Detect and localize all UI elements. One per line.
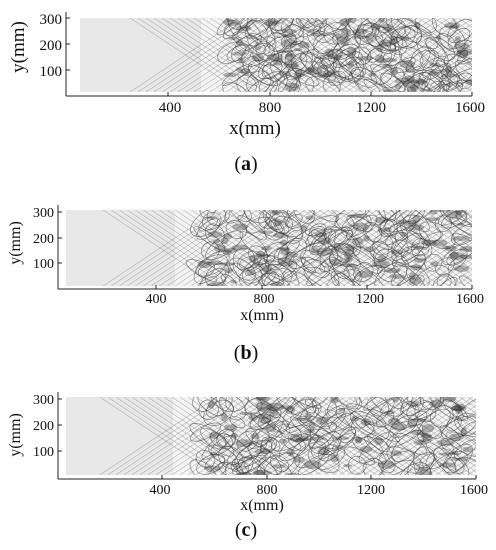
y-axis-label: y(mm) [7, 221, 24, 265]
x-tick-label: 1200 [356, 292, 384, 307]
panel-a: 300 200 100 400 800 1200 1600 x(mm) y(mm… [8, 12, 485, 175]
caption-letter: a [241, 153, 251, 175]
y-tick-label: 200 [40, 38, 63, 54]
x-tick-label: 1200 [356, 100, 386, 116]
panel-caption: (a) [234, 153, 257, 175]
y-tick-label: 300 [33, 393, 54, 408]
x-tick-label: 1600 [455, 100, 485, 116]
y-tick-label: 300 [40, 12, 63, 28]
panel-caption: (b) [234, 342, 258, 364]
panel-b: 300 200 100 400 800 1200 1600 x(mm) y(mm… [7, 205, 484, 364]
x-tick-label: 1600 [460, 483, 488, 498]
x-tick-label: 800 [257, 483, 278, 498]
wave-pattern [66, 397, 476, 475]
caption-letter: c [242, 519, 251, 541]
panel-c: 300 200 100 400 800 1200 1600 x(mm) y(mm… [7, 392, 488, 541]
x-tick-label: 800 [254, 292, 275, 307]
x-tick-label: 400 [150, 483, 171, 498]
x-tick-label: 1600 [456, 292, 484, 307]
panel-caption: (c) [235, 519, 257, 541]
y-axis-label: y(mm) [7, 413, 24, 457]
wave-pattern [66, 210, 472, 286]
y-axis-label: y(mm) [8, 21, 29, 73]
y-tick-label: 100 [33, 445, 54, 460]
x-tick-label: 400 [159, 100, 182, 116]
y-tick-label: 200 [33, 232, 54, 247]
y-tick-label: 100 [33, 257, 54, 272]
x-tick-label: 800 [259, 100, 282, 116]
x-axis-label: x(mm) [229, 118, 281, 139]
y-tick-label: 200 [33, 419, 54, 434]
wave-pattern [80, 18, 472, 92]
y-tick-label: 300 [33, 206, 54, 221]
y-tick-label: 100 [40, 64, 63, 80]
x-axis-label: x(mm) [240, 307, 284, 324]
x-axis-label: x(mm) [240, 497, 284, 514]
caption-letter: b [240, 342, 251, 364]
x-tick-label: 400 [146, 292, 167, 307]
x-tick-label: 1200 [357, 483, 385, 498]
